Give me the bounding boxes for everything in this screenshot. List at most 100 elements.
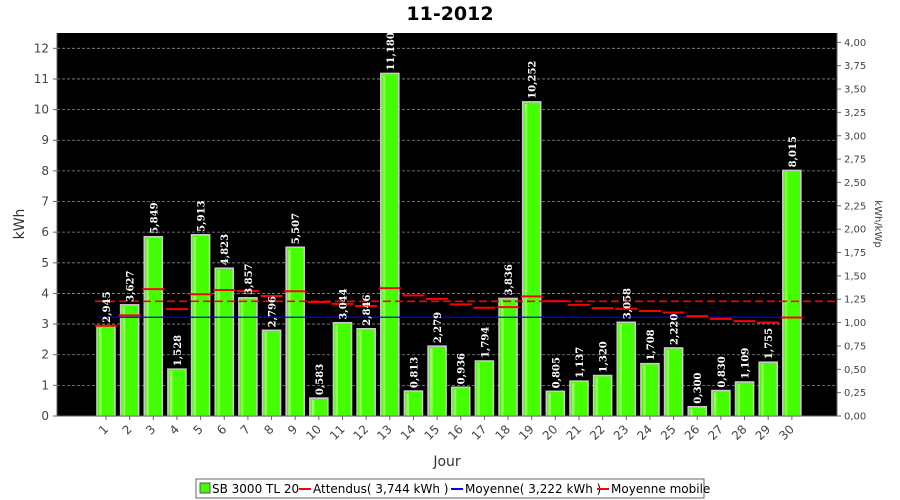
y-tick-label: 0 bbox=[41, 409, 49, 423]
bar-highlight bbox=[572, 383, 575, 416]
data-label: 2,279 bbox=[433, 312, 444, 343]
bar-highlight bbox=[595, 377, 599, 416]
data-label: 0,830 bbox=[717, 356, 728, 387]
data-label: 3,627 bbox=[126, 271, 137, 302]
y-right-tick-label: 3,25 bbox=[844, 108, 866, 119]
y-right-tick-label: 0,00 bbox=[844, 412, 866, 423]
bar-highlight bbox=[146, 238, 149, 416]
data-label: 2,220 bbox=[670, 314, 681, 345]
y-axis-right-title: kWh/kWp bbox=[872, 200, 883, 247]
data-label: 0,583 bbox=[315, 364, 326, 395]
bar-highlight bbox=[477, 363, 480, 416]
data-label: 5,507 bbox=[291, 213, 302, 244]
x-tick-label: 20 bbox=[540, 422, 561, 443]
bar-highlight bbox=[99, 327, 102, 416]
x-tick-label: 13 bbox=[374, 422, 395, 443]
bar-highlight bbox=[359, 330, 362, 416]
bar-highlight bbox=[713, 392, 717, 416]
x-tick-label: 4 bbox=[167, 422, 182, 437]
bar-highlight bbox=[406, 393, 409, 416]
data-label: 3,044 bbox=[339, 288, 350, 319]
data-label: 10,252 bbox=[528, 61, 539, 99]
data-label: 2,796 bbox=[268, 296, 279, 327]
y-right-tick-label: 4,00 bbox=[844, 38, 866, 49]
y-right-tick-label: 1,50 bbox=[844, 271, 866, 282]
data-label: 1,708 bbox=[646, 329, 657, 360]
x-tick-label: 27 bbox=[705, 422, 726, 443]
legend-label-average: Moyenne( 3,222 kWh ) bbox=[465, 482, 601, 496]
x-tick-label: 1 bbox=[96, 422, 111, 437]
bar-highlight bbox=[122, 306, 126, 416]
y-tick-label: 10 bbox=[34, 103, 49, 117]
legend-swatch-bar bbox=[199, 482, 211, 494]
x-tick-label: 10 bbox=[303, 422, 324, 443]
bar-highlight bbox=[240, 299, 244, 416]
data-label: 1,755 bbox=[764, 328, 775, 359]
bar-highlight bbox=[619, 324, 622, 416]
y-tick-label: 8 bbox=[41, 164, 49, 178]
bar-highlight bbox=[382, 75, 386, 417]
x-tick-label: 14 bbox=[398, 422, 419, 443]
bar-highlight bbox=[666, 349, 670, 416]
y-right-tick-label: 1,25 bbox=[844, 295, 866, 306]
data-label: 11,180 bbox=[386, 32, 397, 70]
data-label: 3,058 bbox=[622, 288, 633, 319]
bar-highlight bbox=[690, 408, 693, 416]
plot-area bbox=[57, 33, 837, 416]
y-tick-label: 3 bbox=[41, 317, 49, 331]
x-tick-label: 22 bbox=[587, 422, 608, 443]
y-tick-label: 2 bbox=[41, 348, 49, 362]
x-tick-label: 11 bbox=[327, 422, 348, 443]
y-right-tick-label: 3,75 bbox=[844, 61, 866, 72]
data-label: 0,805 bbox=[551, 357, 562, 388]
bar-highlight bbox=[193, 236, 197, 416]
legend-label-expected: Attendus( 3,744 kWh ) bbox=[313, 482, 448, 496]
bar-highlight bbox=[453, 389, 457, 416]
x-tick-label: 19 bbox=[516, 422, 537, 443]
grid-lines bbox=[57, 47, 837, 386]
bar-highlight bbox=[761, 364, 764, 416]
y-right-tick-label: 2,50 bbox=[844, 178, 866, 189]
bar-highlight bbox=[311, 400, 315, 416]
bar-highlight bbox=[288, 249, 291, 416]
y-right-tick-label: 0,50 bbox=[844, 365, 866, 376]
x-tick-label: 23 bbox=[611, 422, 632, 443]
x-tick-label: 2 bbox=[119, 422, 134, 437]
x-tick-label: 29 bbox=[753, 422, 774, 443]
x-tick-label: 8 bbox=[261, 422, 276, 437]
x-tick-label: 3 bbox=[143, 422, 158, 437]
data-label: 5,849 bbox=[149, 202, 160, 233]
legend-box bbox=[195, 478, 705, 499]
y-right-tick-label: 3,50 bbox=[844, 85, 866, 96]
x-axis-title: Jour bbox=[432, 454, 461, 470]
x-tick-label: 21 bbox=[563, 422, 584, 443]
data-label: 2,945 bbox=[102, 291, 113, 322]
x-tick-label: 15 bbox=[422, 422, 443, 443]
data-label: 1,137 bbox=[575, 347, 586, 378]
data-label: 8,015 bbox=[788, 136, 799, 167]
bar-highlight bbox=[501, 300, 504, 416]
x-tick-label: 12 bbox=[351, 422, 372, 443]
legend-label-moving-average: Moyenne mobile bbox=[611, 482, 710, 496]
data-label: 2,846 bbox=[362, 294, 373, 325]
data-label: 1,320 bbox=[599, 341, 610, 372]
data-label: 5,913 bbox=[197, 200, 208, 231]
bar-highlight bbox=[169, 371, 173, 416]
y-tick-label: 4 bbox=[41, 286, 49, 300]
data-label: 4,823 bbox=[220, 234, 231, 265]
data-label: 1,794 bbox=[480, 327, 491, 358]
y-tick-label: 12 bbox=[34, 41, 49, 55]
bar-highlight bbox=[217, 270, 220, 416]
x-tick-label: 25 bbox=[658, 422, 679, 443]
bar-highlight bbox=[524, 103, 528, 416]
data-label: 0,936 bbox=[457, 353, 468, 384]
x-tick-label: 16 bbox=[445, 422, 466, 443]
y-tick-label: 6 bbox=[41, 225, 49, 239]
y-tick-label: 11 bbox=[34, 72, 49, 86]
x-tick-label: 26 bbox=[682, 422, 703, 443]
y-right-tick-label: 1,00 bbox=[844, 318, 866, 329]
y-axis-title: kWh bbox=[12, 209, 28, 240]
y-tick-label: 9 bbox=[41, 133, 49, 147]
chart-title: 11-2012 bbox=[406, 3, 493, 25]
data-label: 3,836 bbox=[504, 264, 515, 295]
